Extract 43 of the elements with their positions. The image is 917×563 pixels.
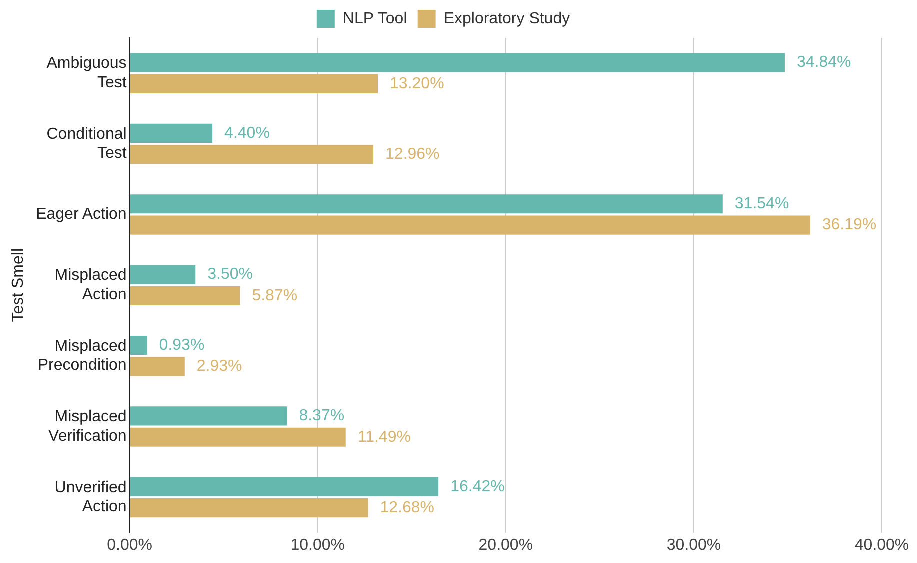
bar <box>130 428 346 447</box>
x-tick-label: 40.00% <box>854 536 910 554</box>
bar <box>130 477 439 496</box>
y-axis-title: Test Smell <box>10 248 28 322</box>
y-tick-label: Misplaced Precondition <box>38 338 127 374</box>
bar <box>130 74 378 94</box>
data-label: 13.20% <box>390 75 444 92</box>
data-label: 34.84% <box>796 54 852 72</box>
bar <box>130 357 185 376</box>
bar <box>130 265 196 284</box>
data-label: 8.37% <box>299 408 345 425</box>
data-label: 4.40% <box>224 124 270 142</box>
bar <box>130 336 148 356</box>
bar <box>130 53 785 72</box>
bar <box>130 286 240 306</box>
data-label: 5.87% <box>252 287 298 304</box>
data-label: 3.50% <box>208 266 253 284</box>
x-tick-label: 20.00% <box>478 536 534 554</box>
y-tick-label: Misplaced Action <box>54 267 127 304</box>
data-label: 12.68% <box>380 499 435 516</box>
bar <box>130 498 368 518</box>
bar <box>130 406 288 426</box>
data-label: 2.93% <box>196 358 242 376</box>
x-tick-label: 0.00% <box>107 536 152 554</box>
legend-label: Exploratory Study <box>444 10 570 28</box>
y-tick-label: Conditional Test <box>46 126 128 162</box>
bar <box>130 194 723 214</box>
y-tick-label: Ambiguous Test <box>46 55 128 92</box>
data-label: 36.19% <box>822 216 877 234</box>
data-label: 12.96% <box>386 146 440 164</box>
y-tick-label: Unverified Action <box>54 479 127 516</box>
data-label: 31.54% <box>734 196 790 213</box>
y-tick-label: Eager Action <box>36 206 127 224</box>
bar <box>130 216 810 235</box>
bar <box>130 145 374 164</box>
x-tick-label: 10.00% <box>290 536 345 554</box>
data-label: 11.49% <box>358 428 411 446</box>
y-tick-label: Misplaced Verification <box>48 408 127 445</box>
data-label: 0.93% <box>159 336 205 354</box>
legend-label: NLP Tool <box>342 10 408 28</box>
data-label: 16.42% <box>450 478 505 496</box>
bar <box>130 124 213 143</box>
x-tick-label: 30.00% <box>666 536 722 554</box>
